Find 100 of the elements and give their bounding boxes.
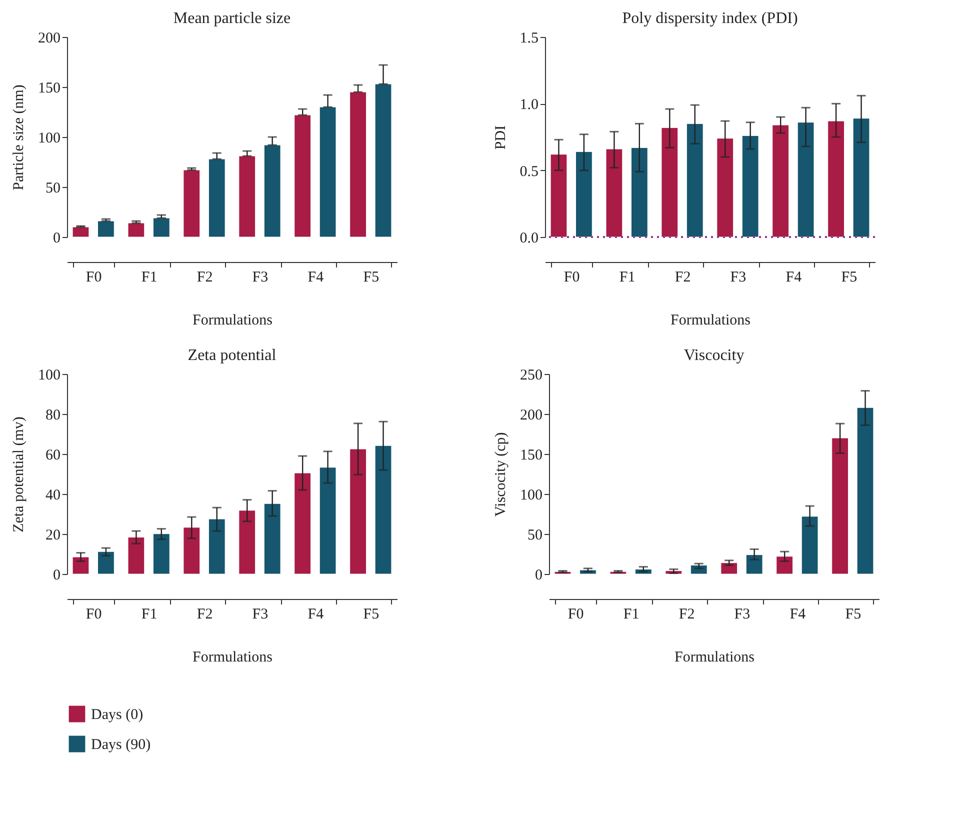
y-tick-label: 100 — [38, 368, 60, 384]
y-axis-title: PDI — [492, 125, 509, 150]
chart-title: Viscocity — [684, 347, 744, 364]
x-tick-label: F3 — [734, 606, 750, 622]
bar — [742, 135, 759, 238]
y-tick-label: 50 — [528, 528, 542, 544]
x-axis-title: Formulations — [192, 312, 273, 328]
y-tick-label: 150 — [520, 448, 542, 464]
x-tick-label: F3 — [252, 606, 268, 622]
bar — [856, 407, 874, 574]
bar — [852, 118, 870, 238]
y-tick-label: 1.0 — [520, 97, 538, 114]
bar — [72, 556, 90, 574]
bar — [264, 144, 281, 238]
chart-title: Zeta potential — [188, 347, 277, 364]
bar — [797, 122, 814, 238]
y-tick-label: 200 — [520, 408, 542, 424]
x-tick-label: F5 — [841, 270, 858, 286]
x-tick-label: F2 — [678, 606, 695, 622]
y-axis-title: Viscocity (cp) — [493, 432, 509, 517]
bar — [128, 536, 145, 574]
y-tick-label: 20 — [46, 528, 60, 544]
bar — [152, 218, 170, 238]
x-tick-label: F1 — [141, 270, 158, 286]
bar — [661, 127, 678, 238]
y-tick-label: 100 — [38, 130, 60, 146]
bar — [128, 222, 145, 238]
bar — [264, 503, 281, 574]
x-tick-label: F0 — [568, 606, 584, 622]
y-tick-label: 0 — [535, 568, 542, 584]
x-tick-label: F5 — [845, 606, 862, 622]
bar — [801, 516, 818, 574]
bar — [294, 114, 312, 238]
bar — [350, 92, 366, 238]
bar — [828, 120, 844, 238]
x-tick-label: F5 — [363, 606, 380, 622]
x-tick-label: F5 — [363, 270, 380, 286]
bar — [772, 124, 790, 238]
bar — [98, 220, 114, 238]
x-tick-label: F4 — [308, 270, 324, 286]
x-tick-label: F3 — [252, 270, 268, 286]
x-axis-title: Formulations — [192, 650, 273, 666]
bar — [686, 123, 704, 238]
y-tick-label: 100 — [520, 488, 542, 504]
y-tick-label: 250 — [520, 368, 542, 384]
x-tick-label: F4 — [790, 606, 806, 622]
x-tick-label: F1 — [619, 270, 636, 286]
bar — [374, 84, 392, 238]
y-tick-label: 40 — [46, 488, 60, 504]
bar — [550, 154, 568, 238]
bar — [746, 554, 763, 574]
y-tick-label: 60 — [46, 448, 60, 464]
bar — [776, 556, 794, 574]
chart-title: Poly dispersity index (PDI) — [622, 10, 798, 27]
bar — [294, 472, 312, 574]
bar — [606, 148, 623, 238]
bar — [630, 147, 648, 238]
bar — [832, 438, 848, 574]
legend-label: Days (90) — [91, 737, 151, 753]
bar — [319, 467, 336, 574]
bar — [183, 170, 200, 238]
bar — [183, 527, 200, 574]
y-tick-label: 150 — [38, 80, 60, 96]
x-tick-label: F0 — [564, 270, 580, 286]
y-tick-label: 0.5 — [520, 164, 538, 180]
x-tick-label: F2 — [196, 270, 213, 286]
chart-title: Mean particle size — [173, 10, 291, 27]
bar — [72, 226, 90, 238]
bar — [208, 158, 226, 238]
x-tick-label: F1 — [141, 606, 158, 622]
x-axis-title: Formulations — [674, 650, 755, 666]
y-tick-label: 1.5 — [520, 30, 538, 46]
y-tick-label: 0 — [53, 568, 60, 584]
x-tick-label: F3 — [730, 270, 746, 286]
bar — [716, 138, 734, 238]
x-tick-label: F4 — [308, 606, 324, 622]
y-tick-label: 200 — [38, 30, 60, 46]
bar — [350, 448, 366, 574]
bar — [98, 551, 114, 574]
x-tick-label: F0 — [86, 270, 102, 286]
x-tick-label: F1 — [623, 606, 640, 622]
bar — [152, 534, 170, 574]
legend-label: Days (0) — [91, 707, 144, 723]
x-tick-label: F2 — [196, 606, 213, 622]
y-axis-title: Particle size (nm) — [11, 84, 27, 190]
y-tick-label: 0 — [53, 230, 60, 246]
x-tick-label: F4 — [786, 270, 802, 286]
bar — [238, 156, 256, 238]
x-tick-label: F0 — [86, 606, 102, 622]
y-axis-title: Zeta potential (mv) — [11, 416, 27, 532]
y-tick-label: 50 — [46, 180, 60, 196]
x-axis-title: Formulations — [670, 312, 751, 328]
bar — [576, 151, 592, 238]
bar — [374, 445, 392, 574]
x-tick-label: F2 — [674, 270, 691, 286]
bar — [208, 518, 226, 574]
bar — [238, 510, 256, 574]
y-tick-label: 0.0 — [520, 230, 538, 246]
y-tick-label: 80 — [46, 408, 60, 424]
bar — [319, 106, 336, 238]
